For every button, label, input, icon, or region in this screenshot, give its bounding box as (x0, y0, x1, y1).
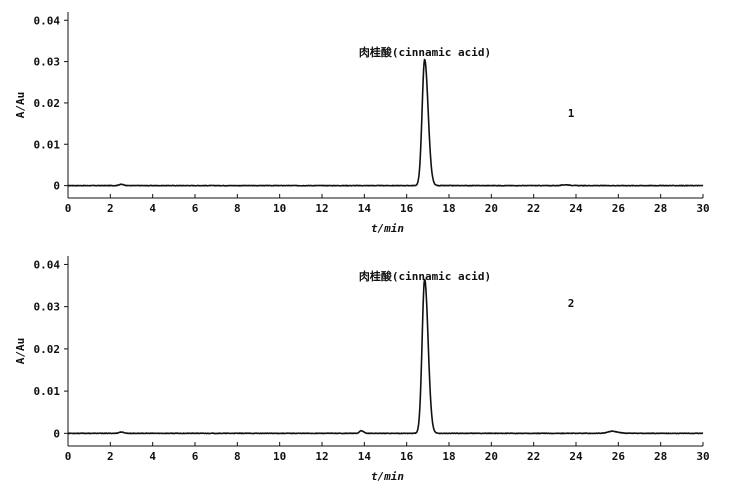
x-tick-label: 8 (234, 450, 241, 463)
y-tick-label: 0.02 (34, 343, 61, 356)
x-tick-label: 14 (358, 202, 372, 215)
x-tick-label: 18 (442, 202, 455, 215)
chart-panel-2: 0 2 4 6 8 10 12 14 16 18 20 22 24 26 28 3000.010.020.03… (14, 256, 710, 483)
x-tick-label: 4 (149, 450, 156, 463)
x-tick-label: 2 (107, 450, 114, 463)
trace-label: 1 (568, 107, 575, 120)
x-tick-label: 12 (315, 202, 328, 215)
chromatogram-trace (67, 278, 704, 435)
x-tick-label: 24 (569, 202, 583, 215)
x-tick-label: 22 (527, 202, 540, 215)
x-axis-title: t/min (371, 470, 404, 483)
x-tick-label: 16 (400, 202, 414, 215)
x-tick-label: 22 (527, 450, 540, 463)
x-tick-label: 20 (485, 202, 498, 215)
x-tick-label: 28 (654, 450, 667, 463)
x-tick-label: 10 (273, 202, 286, 215)
y-tick-label: 0 (53, 180, 60, 193)
x-tick-label: 12 (315, 450, 328, 463)
y-axis-title: A/Au (14, 92, 27, 119)
y-tick-label: 0.03 (34, 301, 61, 314)
x-axis-title: t/min (371, 222, 404, 235)
trace-label: 2 (568, 297, 575, 310)
x-tick-label: 30 (696, 450, 709, 463)
x-tick-label: 16 (400, 450, 414, 463)
y-tick-label: 0.02 (34, 97, 61, 110)
chart-panel-1: 0 2 4 6 8 10 12 14 16 18 20 22 24 26 28 3000.010.020.03… (14, 12, 710, 235)
x-tick-label: 18 (442, 450, 455, 463)
x-tick-label: 10 (273, 450, 286, 463)
y-tick-label: 0.04 (34, 14, 61, 27)
x-tick-label: 6 (192, 202, 199, 215)
y-tick-label: 0.01 (34, 138, 61, 151)
x-tick-label: 4 (149, 202, 156, 215)
y-tick-label: 0.03 (34, 56, 61, 69)
y-tick-label: 0.04 (34, 258, 61, 271)
x-tick-label: 26 (612, 450, 626, 463)
x-tick-label: 6 (192, 450, 199, 463)
x-tick-label: 28 (654, 202, 667, 215)
x-tick-label: 14 (358, 450, 372, 463)
x-tick-label: 30 (696, 202, 709, 215)
x-tick-label: 24 (569, 450, 583, 463)
y-axis-title: A/Au (14, 338, 27, 365)
chromatogram-trace (67, 58, 704, 187)
y-tick-label: 0 (53, 427, 60, 440)
x-tick-label: 0 (65, 202, 72, 215)
x-tick-label: 8 (234, 202, 241, 215)
x-tick-label: 20 (485, 450, 498, 463)
x-tick-label: 2 (107, 202, 114, 215)
peak-annotation: 肉桂酸(cinnamic acid) (359, 269, 491, 283)
peak-annotation: 肉桂酸(cinnamic acid) (359, 45, 491, 59)
x-tick-label: 26 (612, 202, 626, 215)
x-tick-label: 0 (65, 450, 72, 463)
y-tick-label: 0.01 (34, 385, 61, 398)
